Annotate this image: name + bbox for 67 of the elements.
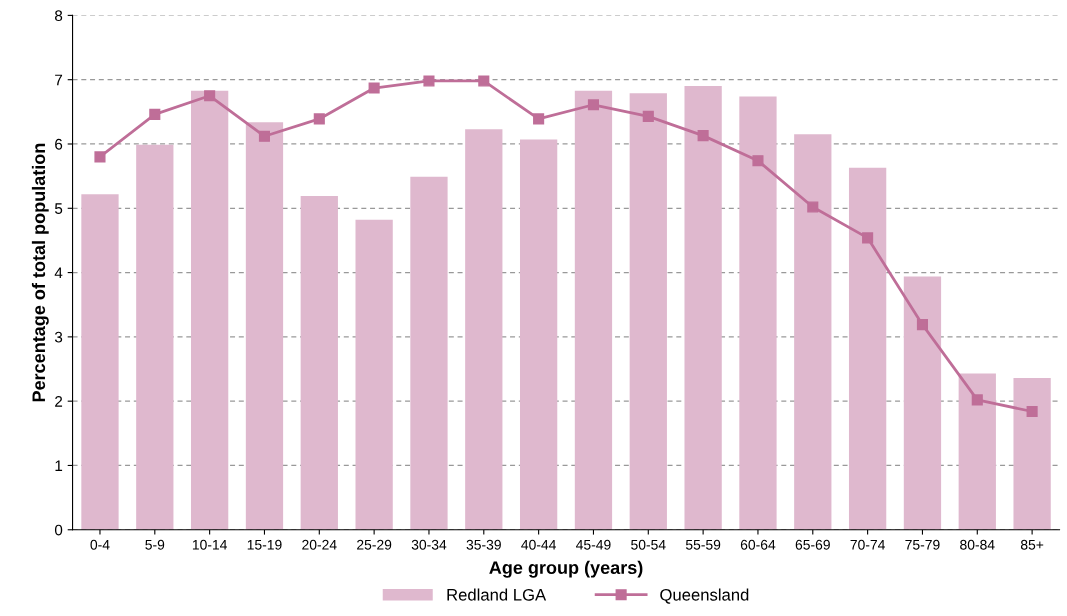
x-tick-label: 85+ bbox=[1020, 539, 1044, 550]
point bbox=[916, 319, 929, 331]
y-tick-label: 8 bbox=[55, 10, 63, 22]
point bbox=[807, 201, 819, 213]
x-tick-label: 20-24 bbox=[302, 539, 337, 550]
bar bbox=[465, 129, 503, 530]
x-tick-label: 5-9 bbox=[145, 539, 165, 550]
point bbox=[533, 113, 545, 125]
x-tick-label: 55-59 bbox=[685, 539, 721, 550]
point bbox=[478, 75, 490, 87]
bar bbox=[958, 373, 996, 530]
bar bbox=[245, 122, 284, 530]
bar bbox=[1013, 378, 1051, 530]
y-tick-label: 5 bbox=[54, 203, 63, 214]
legend-label: Queensland bbox=[660, 588, 749, 604]
point bbox=[204, 90, 216, 102]
x-tick-label: 40-44 bbox=[521, 539, 556, 550]
x-axis-title: Age group (years) bbox=[489, 560, 643, 578]
bar bbox=[355, 219, 393, 530]
y-axis-title: Percentage of total population bbox=[31, 143, 49, 402]
x-tick-label: 50-54 bbox=[631, 539, 666, 550]
y-tick-label: 0 bbox=[54, 524, 63, 536]
point bbox=[642, 110, 654, 122]
point bbox=[971, 394, 983, 406]
y-tick-label: 3 bbox=[54, 331, 63, 343]
bar bbox=[81, 194, 119, 530]
bar bbox=[684, 86, 722, 530]
x-tick-label: 75-79 bbox=[905, 539, 940, 550]
point bbox=[94, 151, 106, 163]
point bbox=[313, 113, 325, 125]
y-tick-label: 6 bbox=[55, 138, 63, 150]
y-tick-label: 1 bbox=[55, 460, 63, 471]
x-tick-label: 30-34 bbox=[411, 539, 447, 550]
point bbox=[862, 232, 874, 244]
y-tick-label: 7 bbox=[55, 74, 63, 86]
point bbox=[258, 130, 271, 142]
bar bbox=[848, 167, 887, 530]
x-tick-label: 70-74 bbox=[850, 539, 885, 550]
bar bbox=[574, 90, 613, 530]
point bbox=[1026, 405, 1038, 418]
legend-label: Redland LGA bbox=[447, 588, 547, 601]
x-tick-label: 35-39 bbox=[466, 539, 501, 550]
bar bbox=[794, 134, 832, 530]
bar bbox=[519, 139, 558, 530]
x-tick-label: 80-84 bbox=[960, 539, 995, 550]
x-tick-label: 65-69 bbox=[795, 539, 830, 550]
bar bbox=[410, 176, 448, 530]
x-tick-label: 45-49 bbox=[576, 539, 611, 550]
x-tick-label: 25-29 bbox=[357, 539, 392, 550]
y-tick-label: 2 bbox=[55, 396, 63, 407]
point bbox=[697, 130, 709, 142]
point bbox=[423, 75, 435, 87]
bar bbox=[903, 276, 942, 530]
point bbox=[368, 82, 380, 94]
point bbox=[587, 99, 600, 111]
point bbox=[149, 108, 161, 120]
point bbox=[752, 155, 764, 167]
bar bbox=[190, 90, 229, 530]
bar bbox=[739, 96, 777, 530]
x-tick-label: 15-19 bbox=[247, 539, 282, 550]
bar bbox=[300, 196, 338, 530]
y-tick-label: 4 bbox=[54, 267, 63, 279]
bar bbox=[136, 144, 174, 530]
x-tick-label: 0-4 bbox=[90, 539, 110, 550]
bar bbox=[629, 93, 667, 530]
x-tick-label: 10-14 bbox=[192, 539, 227, 550]
x-tick-label: 60-64 bbox=[740, 539, 776, 550]
